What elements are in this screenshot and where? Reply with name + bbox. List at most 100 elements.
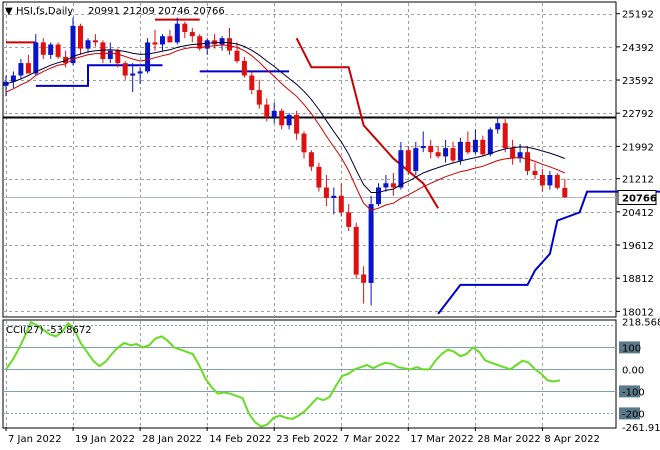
candle-body[interactable] — [390, 183, 396, 188]
candle-body[interactable] — [428, 146, 434, 153]
cci-tick-box — [619, 341, 640, 354]
candle-body[interactable] — [502, 123, 508, 149]
candle-body[interactable] — [465, 141, 471, 153]
candle-body[interactable] — [316, 166, 322, 188]
cci-tick-box — [619, 385, 640, 398]
symbol-label: HSI,fs,Daily — [16, 6, 73, 17]
candle-body[interactable] — [122, 63, 128, 76]
candle-body[interactable] — [271, 110, 277, 117]
candle-body[interactable] — [517, 152, 523, 159]
candle-body[interactable] — [70, 25, 76, 64]
candle-body[interactable] — [130, 73, 136, 76]
candle-body[interactable] — [10, 75, 16, 82]
trailing-stop-segment — [35, 64, 163, 87]
candle-body[interactable] — [472, 139, 478, 153]
symbol-dropdown-icon[interactable]: ▼ — [5, 6, 13, 17]
price-tick-label: 21992 — [622, 142, 654, 153]
candle-body[interactable] — [331, 195, 337, 198]
trailing-stop-lines — [6, 18, 660, 315]
price-tick-label: 18812 — [622, 274, 654, 285]
price-panel-frame — [2, 1, 617, 318]
candle-body[interactable] — [398, 150, 404, 188]
candle-body[interactable] — [219, 38, 225, 45]
candle-body[interactable] — [539, 175, 545, 186]
candle-body[interactable] — [234, 50, 240, 62]
candle-body[interactable] — [25, 63, 31, 74]
candle-body[interactable] — [85, 40, 91, 49]
candle-body[interactable] — [308, 152, 314, 167]
fast-ma-line — [5, 44, 566, 211]
candles[interactable] — [3, 17, 568, 306]
candle-body[interactable] — [383, 183, 389, 188]
candle-body[interactable] — [92, 40, 98, 43]
candle-body[interactable] — [63, 56, 69, 64]
candle-body[interactable] — [376, 187, 381, 205]
candle-body[interactable] — [413, 148, 419, 171]
cci-tick-label: -261.9104 — [622, 423, 660, 434]
candle-body[interactable] — [3, 81, 9, 86]
candle-body[interactable] — [525, 152, 530, 171]
candle-body[interactable] — [174, 23, 180, 43]
candle-body[interactable] — [353, 226, 359, 275]
candle-body[interactable] — [294, 114, 300, 134]
candle-body[interactable] — [346, 212, 352, 227]
candle-body[interactable] — [286, 114, 292, 126]
candle-body[interactable] — [48, 44, 54, 55]
candle-body[interactable] — [227, 38, 232, 51]
candle-body[interactable] — [562, 187, 568, 198]
candle-body[interactable] — [554, 175, 560, 188]
candle-body[interactable] — [189, 32, 195, 37]
candle-body[interactable] — [420, 146, 426, 149]
candle-body[interactable] — [55, 44, 61, 57]
candle-body[interactable] — [145, 42, 151, 72]
candle-body[interactable] — [40, 42, 46, 55]
candle-body[interactable] — [450, 148, 456, 161]
candle-body[interactable] — [338, 195, 344, 213]
candle-body[interactable] — [204, 40, 210, 49]
candle-body[interactable] — [547, 175, 553, 186]
candle-body[interactable] — [480, 139, 486, 155]
time-tick-label: 19 Jan 2022 — [75, 434, 135, 445]
cci-axis[interactable]: 218.5687 100 0.00 -100 -200 -261.9104 — [619, 317, 660, 434]
candle-body[interactable] — [361, 274, 367, 283]
candle-body[interactable] — [487, 129, 493, 155]
cci-panel-frame — [2, 319, 617, 429]
candle-body[interactable] — [264, 104, 270, 117]
candle-body[interactable] — [279, 110, 285, 126]
time-axis[interactable]: 7 Jan 2022 19 Jan 2022 28 Jan 2022 14 Feb 2… — [5, 427, 600, 445]
candle-body[interactable] — [301, 133, 307, 153]
price-tick-label: 18012 — [622, 307, 654, 318]
candle-body[interactable] — [457, 141, 463, 161]
candle-body[interactable] — [532, 170, 538, 175]
candle-body[interactable] — [405, 150, 411, 171]
candle-body[interactable] — [249, 75, 255, 91]
candle-body[interactable] — [78, 25, 83, 49]
candle-body[interactable] — [368, 204, 374, 283]
cci-tick-box — [619, 407, 640, 420]
price-axis[interactable]: 25192 24392 23592 22792 21992 21212 20412 19612… — [616, 10, 657, 319]
candle-body[interactable] — [435, 152, 441, 157]
cci-tick-label: -200 — [622, 409, 645, 420]
time-tick-label: 7 Mar 2022 — [343, 434, 400, 445]
candle-body[interactable] — [443, 148, 449, 157]
cci-tick-label: -100 — [622, 387, 645, 398]
candle-body[interactable] — [115, 50, 121, 64]
candle-body[interactable] — [167, 36, 173, 43]
candle-body[interactable] — [495, 123, 501, 130]
candle-body[interactable] — [241, 61, 247, 76]
candle-body[interactable] — [107, 50, 113, 59]
time-tick-label: 14 Feb 2022 — [209, 434, 271, 445]
candle-body[interactable] — [160, 36, 165, 45]
candle-body[interactable] — [510, 148, 516, 159]
candle-body[interactable] — [323, 187, 329, 198]
candle-body[interactable] — [256, 90, 262, 105]
cci-line — [5, 320, 561, 428]
candle-body[interactable] — [33, 42, 39, 74]
candle-body[interactable] — [137, 71, 143, 74]
candle-body[interactable] — [152, 42, 158, 45]
candle-body[interactable] — [182, 23, 188, 32]
cci-tick-label: 0.00 — [622, 365, 644, 376]
candle-body[interactable] — [18, 63, 24, 76]
candle-body[interactable] — [197, 36, 203, 49]
